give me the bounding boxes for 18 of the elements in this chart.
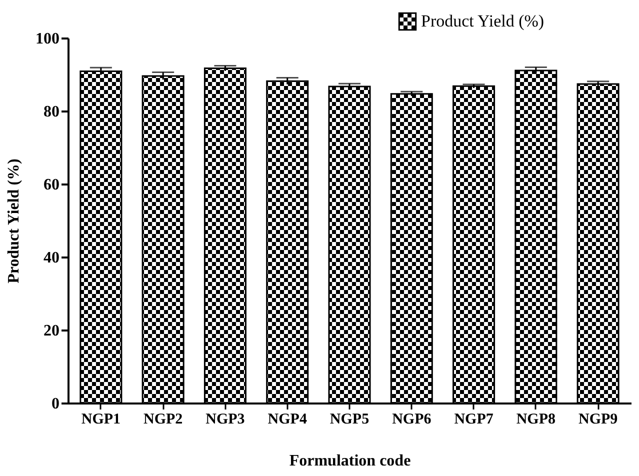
legend-label: Product Yield (%) [421, 12, 544, 30]
y-tick-label: 0 [52, 396, 60, 412]
x-tick-label: NGP1 [81, 412, 121, 428]
y-tick-label: 40 [44, 250, 60, 266]
x-tick-label: NGP2 [143, 412, 183, 428]
y-tick-label: 20 [44, 322, 60, 340]
x-tick-label: NGP7 [454, 412, 494, 428]
y-tick-label: 100 [36, 30, 60, 48]
x-tick-label: NGP8 [516, 412, 556, 428]
y-axis-title: Product Yield (%) [6, 158, 22, 284]
x-axis-title: Formulation code [289, 452, 411, 470]
y-tick-label: 80 [44, 104, 60, 120]
x-tick-label: NGP4 [268, 412, 308, 428]
x-tick-label: NGP9 [578, 412, 618, 428]
x-tick-label: NGP3 [206, 412, 245, 428]
x-tick-label: NGP5 [330, 412, 370, 428]
x-tick-label: NGP6 [392, 412, 432, 428]
y-tick-label: 60 [44, 176, 60, 194]
